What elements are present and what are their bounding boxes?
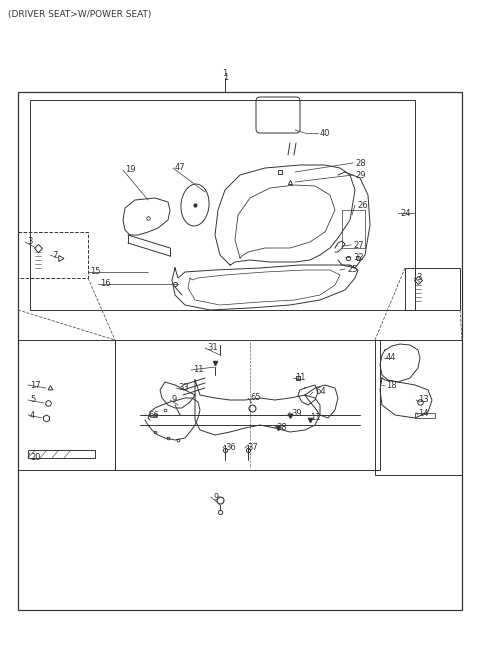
Text: 9: 9 bbox=[172, 396, 177, 405]
Text: 66: 66 bbox=[148, 411, 159, 419]
Text: 5: 5 bbox=[30, 396, 35, 405]
Text: 36: 36 bbox=[225, 443, 236, 453]
Text: 37: 37 bbox=[247, 443, 258, 453]
Text: 33: 33 bbox=[178, 384, 189, 392]
Text: 25: 25 bbox=[347, 264, 358, 274]
Text: 11: 11 bbox=[193, 365, 204, 375]
Text: 64: 64 bbox=[315, 388, 325, 396]
Text: 27: 27 bbox=[353, 241, 364, 249]
Text: 9: 9 bbox=[213, 493, 218, 501]
Text: 3: 3 bbox=[416, 274, 421, 283]
Text: 28: 28 bbox=[355, 159, 366, 167]
Text: 11: 11 bbox=[310, 413, 321, 422]
Text: 26: 26 bbox=[357, 201, 368, 209]
Text: 3: 3 bbox=[27, 237, 32, 247]
Text: 40: 40 bbox=[320, 129, 331, 138]
Text: 17: 17 bbox=[30, 380, 41, 390]
Text: 38: 38 bbox=[276, 424, 287, 432]
Text: 32: 32 bbox=[353, 253, 364, 262]
Text: 1: 1 bbox=[223, 73, 228, 81]
Text: 15: 15 bbox=[90, 268, 100, 276]
Text: 19: 19 bbox=[125, 165, 135, 174]
Text: 20: 20 bbox=[30, 453, 40, 462]
Text: (DRIVER SEAT>W/POWER SEAT): (DRIVER SEAT>W/POWER SEAT) bbox=[8, 10, 151, 19]
Text: 31: 31 bbox=[207, 344, 217, 352]
Text: 44: 44 bbox=[386, 354, 396, 363]
Text: 18: 18 bbox=[386, 380, 396, 390]
Text: 29: 29 bbox=[355, 171, 365, 180]
Text: 4: 4 bbox=[30, 411, 35, 419]
Text: 14: 14 bbox=[418, 409, 429, 417]
Text: 65: 65 bbox=[250, 394, 261, 403]
Text: 11: 11 bbox=[295, 373, 305, 382]
Text: 24: 24 bbox=[400, 209, 410, 218]
Text: 47: 47 bbox=[175, 163, 186, 173]
Text: 16: 16 bbox=[100, 279, 110, 289]
Text: 39: 39 bbox=[291, 409, 301, 417]
Text: 13: 13 bbox=[418, 396, 429, 405]
Text: 7: 7 bbox=[52, 251, 58, 260]
Text: 1: 1 bbox=[222, 68, 228, 77]
